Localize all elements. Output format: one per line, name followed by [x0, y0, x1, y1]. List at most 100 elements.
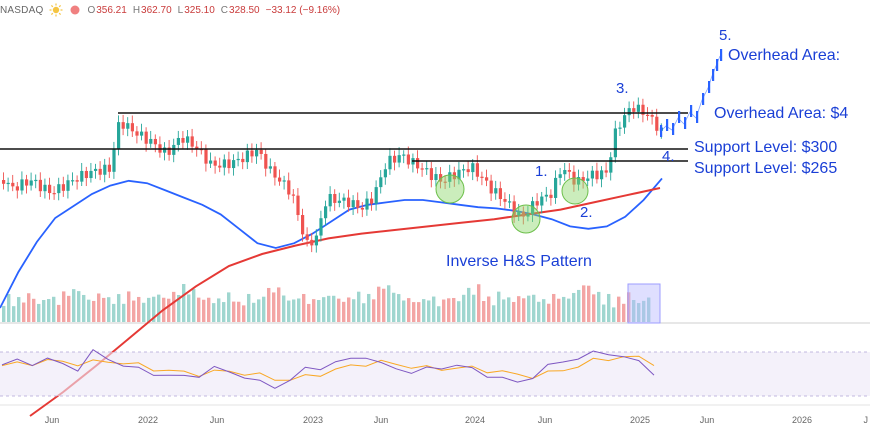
- candle-body: [259, 149, 263, 154]
- candle-body: [360, 207, 364, 210]
- volume-bar: [542, 299, 546, 322]
- x-tick-label: Jun: [538, 415, 553, 425]
- candle-body: [149, 138, 153, 144]
- volume-bar: [472, 294, 476, 322]
- candle-body: [75, 180, 79, 182]
- dot-icon[interactable]: [69, 4, 81, 16]
- volume-bar: [317, 299, 321, 322]
- candle-body: [66, 180, 70, 191]
- x-tick-label: Jun: [45, 415, 60, 425]
- candle-body: [374, 187, 378, 204]
- candle-body: [301, 215, 305, 235]
- candle-body: [370, 198, 374, 204]
- point-label-2: 2.: [580, 204, 593, 221]
- overhead-area-label: Overhead Area: $4: [714, 105, 848, 122]
- volume-bar: [272, 292, 276, 322]
- candle-body: [356, 200, 360, 208]
- volume-bar: [567, 298, 571, 322]
- point-label-1: 1.: [535, 163, 548, 180]
- volume-bar: [557, 298, 561, 322]
- volume-bar: [402, 300, 406, 322]
- volume-bar: [622, 303, 626, 322]
- volume-bar: [522, 298, 526, 322]
- candle-body: [126, 123, 130, 129]
- candle-body: [2, 180, 6, 184]
- candle-body: [462, 169, 466, 171]
- candle-body: [512, 201, 516, 216]
- candle-body: [172, 144, 176, 155]
- forecast-bar: [696, 111, 699, 123]
- candle-body: [526, 214, 530, 217]
- volume-bar: [412, 302, 416, 322]
- candle-body: [98, 168, 102, 175]
- candle-body: [590, 170, 594, 179]
- volume-bar: [572, 292, 576, 322]
- support-300-label: Support Level: $300: [694, 139, 837, 156]
- candle-body: [351, 200, 355, 208]
- candle-body: [84, 170, 88, 179]
- candle-body: [489, 180, 493, 194]
- candle-body: [112, 148, 116, 172]
- volume-bar: [237, 301, 241, 322]
- volume-bar: [147, 297, 151, 322]
- volume-bar: [277, 287, 281, 322]
- volume-bar: [152, 296, 156, 322]
- sun-icon[interactable]: [49, 3, 63, 17]
- volume-bar: [592, 294, 596, 322]
- volume-bar: [217, 298, 221, 322]
- volume-bar: [187, 294, 191, 322]
- pattern-label: Inverse H&S Pattern: [446, 253, 592, 270]
- candle-body: [420, 168, 424, 170]
- volume-bar: [92, 300, 96, 322]
- candle-body: [287, 180, 291, 195]
- volume-bar: [52, 296, 56, 322]
- candle-body: [613, 128, 617, 158]
- ma200-line: [29, 187, 661, 417]
- candle-body: [11, 182, 15, 187]
- candle-body: [508, 201, 512, 203]
- volume-bar: [312, 299, 316, 322]
- volume-bar: [192, 289, 196, 322]
- candle-body: [144, 131, 148, 144]
- forecast-bar: [720, 49, 723, 61]
- volume-bar: [352, 299, 356, 322]
- volume-bar: [62, 291, 66, 322]
- candle-body: [34, 179, 38, 182]
- volume-bar: [587, 285, 591, 322]
- candle-body: [273, 166, 277, 178]
- candle-body: [485, 177, 489, 181]
- candle-body: [80, 170, 84, 182]
- candle-body: [397, 155, 401, 163]
- candle-body: [429, 168, 433, 181]
- volume-bar: [102, 297, 106, 322]
- volume-bar: [247, 293, 251, 322]
- x-tick-label: Jun: [700, 415, 715, 425]
- volume-bar: [182, 284, 186, 322]
- volume-bar: [537, 301, 541, 322]
- candle-body: [636, 104, 640, 112]
- volume-bar: [282, 295, 286, 322]
- candle-body: [117, 122, 121, 149]
- forecast-bar: [690, 105, 693, 117]
- candle-body: [388, 155, 392, 170]
- volume-bar: [142, 302, 146, 322]
- rsi-band: [0, 352, 870, 396]
- candle-body: [153, 138, 157, 145]
- candle-body: [379, 177, 383, 188]
- volume-bar: [287, 300, 291, 322]
- candle-body: [586, 178, 590, 181]
- volume-bar: [502, 299, 506, 322]
- volume-bar: [127, 291, 131, 322]
- volume-bar: [377, 286, 381, 322]
- close-value: 328.50: [229, 4, 260, 16]
- volume-bar: [487, 296, 491, 322]
- point-label-5: 5.: [719, 27, 732, 44]
- forecast-bar: [684, 117, 687, 129]
- forecast-bar: [712, 69, 715, 81]
- candle-body: [531, 201, 535, 215]
- volume-bar: [372, 299, 376, 322]
- candle-body: [204, 149, 208, 164]
- volume-bar: [437, 306, 441, 322]
- volume-bar: [647, 297, 651, 322]
- candle-body: [365, 198, 369, 210]
